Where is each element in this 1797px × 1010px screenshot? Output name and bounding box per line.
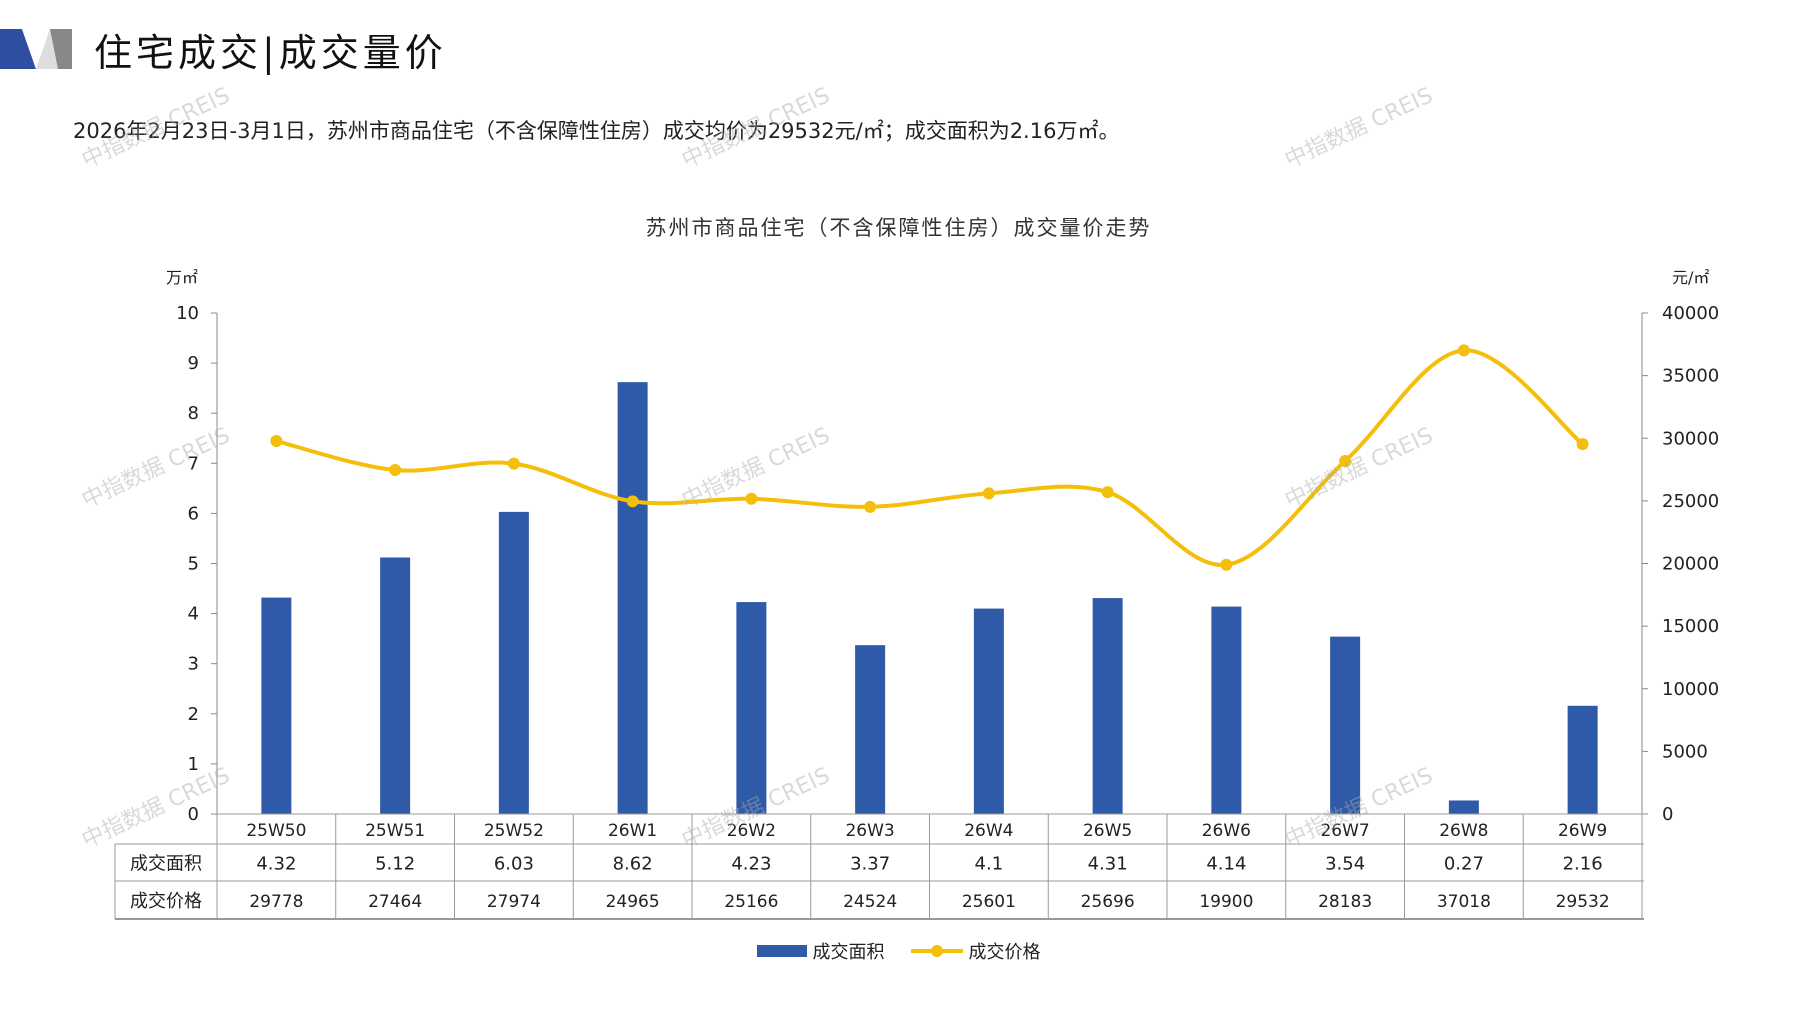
- price-value-label: 37018: [1437, 892, 1491, 912]
- price-point-25W52: [507, 457, 520, 470]
- area-value-label: 4.23: [731, 854, 771, 875]
- category-label: 26W3: [845, 821, 894, 841]
- category-label: 26W4: [964, 821, 1013, 841]
- price-value-label: 19900: [1199, 892, 1253, 912]
- bar-25W50: [261, 597, 292, 814]
- bar-26W5: [1092, 598, 1123, 814]
- right-tick-label: 40000: [1662, 303, 1719, 324]
- right-tick-label: 0: [1662, 804, 1673, 825]
- right-tick-label: 35000: [1662, 366, 1719, 387]
- legend-label: 成交价格: [968, 942, 1041, 963]
- left-tick-label: 9: [188, 353, 199, 374]
- price-value-label: 28183: [1318, 892, 1372, 912]
- bar-26W4: [973, 608, 1004, 814]
- left-tick-label: 3: [188, 654, 199, 675]
- bar-25W51: [380, 557, 411, 814]
- legend: 成交面积 成交价格: [0, 938, 1797, 964]
- price-value-label: 25601: [962, 892, 1016, 912]
- bar-26W2: [736, 602, 767, 814]
- price-point-25W51: [389, 464, 402, 477]
- table-row-header: 成交面积: [130, 854, 202, 875]
- left-axis-unit: 万㎡: [166, 268, 199, 287]
- bar-26W3: [855, 645, 886, 814]
- price-line: [275, 348, 1584, 567]
- bar-25W52: [498, 511, 529, 814]
- price-value-label: 25696: [1081, 892, 1135, 912]
- right-tick-label: 25000: [1662, 491, 1719, 512]
- left-tick-label: 1: [188, 754, 199, 775]
- right-axis-unit: 元/㎡: [1672, 268, 1710, 287]
- price-point-26W6: [1220, 558, 1233, 571]
- price-value-label: 27464: [368, 892, 422, 912]
- price-point-26W7: [1339, 455, 1352, 468]
- bar-26W9: [1567, 705, 1598, 814]
- bar-26W7: [1330, 636, 1361, 814]
- bar-26W6: [1211, 606, 1242, 814]
- category-label: 26W2: [727, 821, 776, 841]
- category-label: 25W52: [484, 821, 544, 841]
- right-tick-label: 30000: [1662, 428, 1719, 449]
- price-point-26W5: [1101, 486, 1114, 499]
- right-tick-label: 10000: [1662, 679, 1719, 700]
- right-tick-label: 20000: [1662, 554, 1719, 575]
- area-value-label: 2.16: [1563, 854, 1603, 875]
- area-value-label: 4.32: [256, 854, 296, 875]
- price-point-26W1: [626, 495, 639, 508]
- left-tick-label: 4: [188, 604, 199, 625]
- bar-26W1: [617, 382, 648, 814]
- page-title: 住宅成交|成交量价: [94, 31, 447, 75]
- price-value-label: 27974: [487, 892, 541, 912]
- left-tick-label: 6: [188, 503, 199, 524]
- category-label: 26W1: [608, 821, 657, 841]
- legend-item-area: 成交面积: [756, 938, 885, 964]
- chart-title: 苏州市商品住宅（不含保障性住房）成交量价走势: [645, 216, 1152, 240]
- price-point-26W4: [982, 487, 995, 500]
- area-value-label: 3.54: [1325, 854, 1365, 875]
- price-value-label: 24965: [606, 892, 660, 912]
- category-label: 25W51: [365, 821, 425, 841]
- left-tick-label: 10: [176, 303, 199, 324]
- area-value-label: 6.03: [494, 854, 534, 875]
- right-tick-label: 15000: [1662, 616, 1719, 637]
- area-value-label: 8.62: [613, 854, 653, 875]
- area-value-label: 0.27: [1444, 854, 1484, 875]
- price-point-26W9: [1576, 438, 1589, 451]
- legend-swatch-line: [910, 945, 963, 957]
- area-value-label: 3.37: [850, 854, 890, 875]
- logo-icon: [0, 29, 72, 69]
- price-point-26W8: [1457, 344, 1470, 357]
- legend-label: 成交面积: [812, 942, 885, 963]
- price-point-26W2: [745, 492, 758, 505]
- area-value-label: 4.14: [1206, 854, 1246, 875]
- left-tick-label: 8: [188, 403, 199, 424]
- legend-item-price: 成交价格: [910, 938, 1041, 964]
- summary-text: 2026年2月23日-3月1日，苏州市商品住宅（不含保障性住房）成交均价为295…: [73, 119, 1120, 143]
- bar-26W8: [1448, 800, 1479, 814]
- area-value-label: 4.31: [1088, 854, 1128, 875]
- price-value-label: 24524: [843, 892, 897, 912]
- area-value-label: 4.1: [975, 854, 1004, 875]
- price-point-26W3: [864, 500, 877, 513]
- legend-swatch-bar: [756, 945, 807, 957]
- left-tick-label: 5: [188, 554, 199, 575]
- left-tick-label: 7: [188, 453, 199, 474]
- category-label: 25W50: [246, 821, 306, 841]
- price-point-25W50: [270, 435, 283, 448]
- table-row-header: 成交价格: [130, 891, 202, 912]
- category-label: 26W5: [1083, 821, 1132, 841]
- left-tick-label: 0: [188, 804, 199, 825]
- category-label: 26W7: [1320, 821, 1369, 841]
- area-value-label: 5.12: [375, 854, 415, 875]
- right-tick-label: 5000: [1662, 741, 1708, 762]
- price-value-label: 25166: [724, 892, 778, 912]
- category-label: 26W9: [1558, 821, 1607, 841]
- price-value-label: 29778: [249, 892, 303, 912]
- left-tick-label: 2: [188, 704, 199, 725]
- category-label: 26W8: [1439, 821, 1488, 841]
- price-value-label: 29532: [1556, 892, 1610, 912]
- category-label: 26W6: [1202, 821, 1251, 841]
